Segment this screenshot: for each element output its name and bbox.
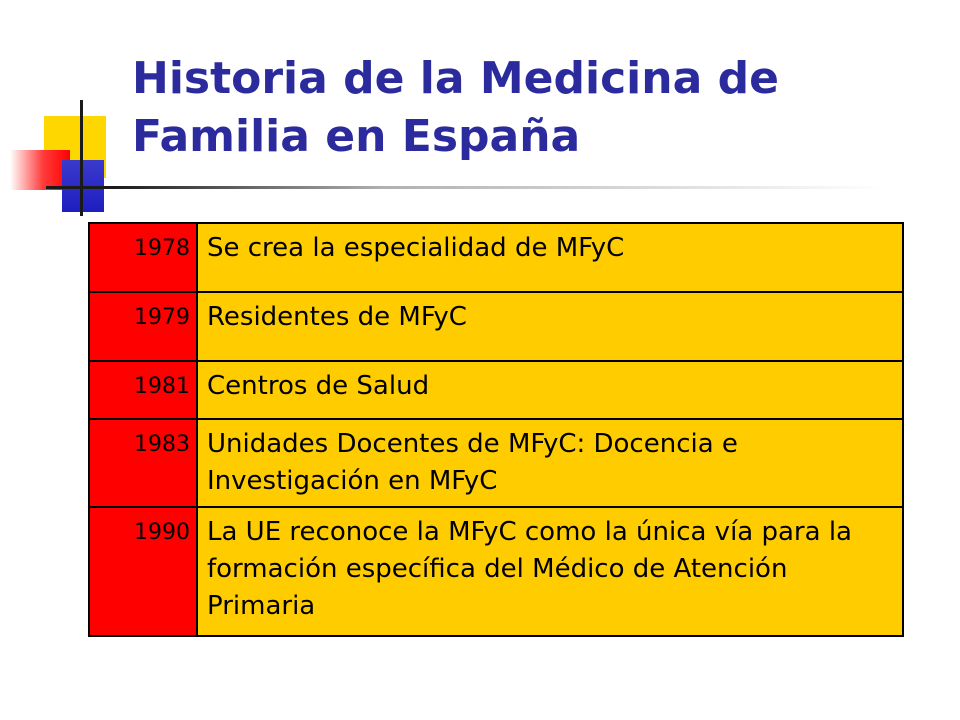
timeline-row: 1981 Centros de Salud <box>88 360 904 420</box>
timeline-event: Unidades Docentes de MFyC: Docencia e In… <box>196 418 904 508</box>
slide-title: Historia de la Medicina de Familia en Es… <box>132 53 779 162</box>
timeline-row: 1983 Unidades Docentes de MFyC: Docencia… <box>88 418 904 508</box>
decorative-red-square <box>10 150 70 190</box>
timeline-year: 1981 <box>88 360 198 420</box>
timeline-event: Centros de Salud <box>196 360 904 420</box>
timeline-year: 1979 <box>88 291 198 362</box>
timeline-event: Residentes de MFyC <box>196 291 904 362</box>
timeline-year: 1983 <box>88 418 198 508</box>
timeline-table: 1978 Se crea la especialidad de MFyC 197… <box>88 222 904 637</box>
timeline-row: 1990 La UE reconoce la MFyC como la únic… <box>88 506 904 637</box>
timeline-row: 1979 Residentes de MFyC <box>88 291 904 362</box>
timeline-year: 1990 <box>88 506 198 637</box>
decorative-horizontal-line <box>46 186 886 189</box>
timeline-row: 1978 Se crea la especialidad de MFyC <box>88 222 904 293</box>
timeline-event: La UE reconoce la MFyC como la única vía… <box>196 506 904 637</box>
decorative-vertical-line <box>80 100 83 216</box>
timeline-event: Se crea la especialidad de MFyC <box>196 222 904 293</box>
timeline-year: 1978 <box>88 222 198 293</box>
